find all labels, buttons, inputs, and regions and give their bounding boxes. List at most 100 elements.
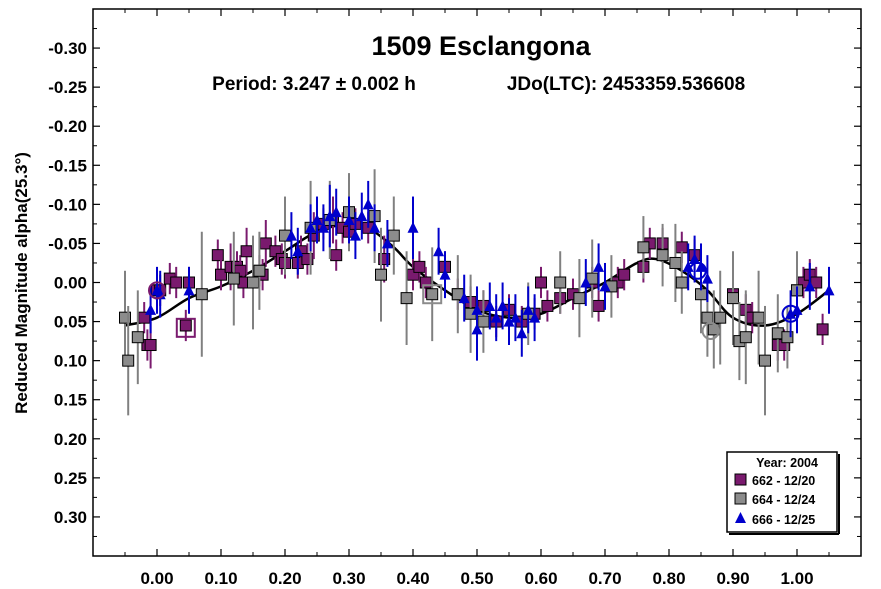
data-point xyxy=(689,253,701,265)
data-point xyxy=(509,311,521,323)
data-point xyxy=(484,299,496,311)
data-point xyxy=(458,292,470,304)
data-point xyxy=(413,260,426,273)
data-point xyxy=(618,268,631,281)
x-tick-label: 0.80 xyxy=(652,569,685,588)
data-point xyxy=(752,311,765,324)
data-point xyxy=(330,249,343,262)
highlighted-point xyxy=(688,261,707,280)
data-point xyxy=(375,268,387,281)
data-point xyxy=(637,241,650,254)
data-point xyxy=(522,303,534,315)
y-tick-label: -0.20 xyxy=(48,117,87,136)
data-point xyxy=(183,284,195,296)
data-point xyxy=(516,327,528,339)
legend: Year: 2004 662 - 12/20 664 - 12/24 666 -… xyxy=(726,451,840,535)
data-point xyxy=(503,315,515,327)
data-point xyxy=(119,311,131,324)
data-point xyxy=(433,245,445,257)
y-tick-label: 0.25 xyxy=(54,469,87,488)
data-point xyxy=(554,276,567,289)
data-point xyxy=(593,260,605,272)
data-point xyxy=(343,213,355,225)
data-point xyxy=(477,315,490,328)
data-point xyxy=(804,280,816,292)
highlighted-point xyxy=(422,284,443,305)
data-point xyxy=(227,272,240,285)
legend-label-666: 666 - 12/25 xyxy=(752,513,815,527)
y-tick-label: -0.05 xyxy=(48,234,87,253)
data-point xyxy=(759,354,771,367)
chart-subtitle-epoch: JDo(LTC): 2453359.536608 xyxy=(507,74,745,95)
legend-title: Year: 2004 xyxy=(756,456,818,470)
data-point xyxy=(144,339,157,352)
data-point xyxy=(131,331,144,344)
legend-marker-666 xyxy=(735,512,746,523)
data-point xyxy=(675,276,688,289)
legend-label-664: 664 - 12/24 xyxy=(752,493,815,507)
highlighted-point xyxy=(148,281,166,300)
highlighted-point xyxy=(781,304,800,323)
data-point xyxy=(490,311,502,323)
data-point xyxy=(170,276,183,289)
data-point xyxy=(179,319,192,332)
data-point xyxy=(695,288,707,301)
data-point xyxy=(573,292,586,305)
data-point xyxy=(471,323,483,335)
data-point xyxy=(407,221,419,233)
data-point xyxy=(387,229,400,242)
data-point xyxy=(253,264,266,277)
y-tick-label: 0.05 xyxy=(54,313,87,332)
data-point xyxy=(285,229,297,241)
legend-marker-664 xyxy=(734,492,747,505)
data-point xyxy=(439,268,451,280)
plot-frame xyxy=(92,8,862,557)
data-point xyxy=(317,221,329,233)
data-point xyxy=(785,307,797,319)
y-tick-label: 0.00 xyxy=(54,274,87,293)
data-point xyxy=(592,299,605,312)
chart-title: 1509 Esclangona xyxy=(371,31,591,61)
legend-marker-662 xyxy=(734,473,747,486)
data-point xyxy=(378,253,391,266)
y-axis-label: Reduced Magnitude alpha(25.3°) xyxy=(12,152,31,414)
y-tick-label: 0.10 xyxy=(54,352,87,371)
data-point xyxy=(419,276,432,289)
data-point xyxy=(529,311,541,323)
data-point xyxy=(580,276,592,288)
y-tick-label: -0.30 xyxy=(48,39,87,58)
x-tick-label: 0.90 xyxy=(716,569,749,588)
highlighted-point xyxy=(701,321,720,340)
y-tick-label: 0.15 xyxy=(54,391,87,410)
data-point xyxy=(311,213,323,225)
y-tick-label: 0.30 xyxy=(54,508,87,527)
highlighted-point xyxy=(175,317,196,338)
data-point xyxy=(195,288,208,301)
data-point xyxy=(426,288,439,301)
data-point xyxy=(701,311,714,324)
y-tick-label: -0.15 xyxy=(48,156,87,175)
x-tick-label: 0.40 xyxy=(396,569,429,588)
x-tick-label: 0.30 xyxy=(332,569,365,588)
data-point xyxy=(656,249,669,262)
data-point xyxy=(714,311,727,324)
data-point xyxy=(369,221,381,233)
data-point xyxy=(211,249,224,262)
series-664 xyxy=(119,169,803,416)
data-point xyxy=(400,292,413,305)
data-point xyxy=(330,206,342,218)
data-point xyxy=(675,241,688,254)
data-point xyxy=(362,198,374,210)
data-point xyxy=(292,245,304,257)
x-tick-label: 0.10 xyxy=(204,569,237,588)
y-tick-label: 0.20 xyxy=(54,430,87,449)
data-point xyxy=(781,331,794,344)
data-point xyxy=(739,331,752,344)
data-points-layer xyxy=(119,169,835,416)
legend-label-662: 662 - 12/20 xyxy=(752,474,815,488)
data-point xyxy=(349,229,361,241)
x-tick-label: 0.50 xyxy=(460,569,493,588)
data-point xyxy=(305,221,317,233)
data-point xyxy=(247,276,259,289)
